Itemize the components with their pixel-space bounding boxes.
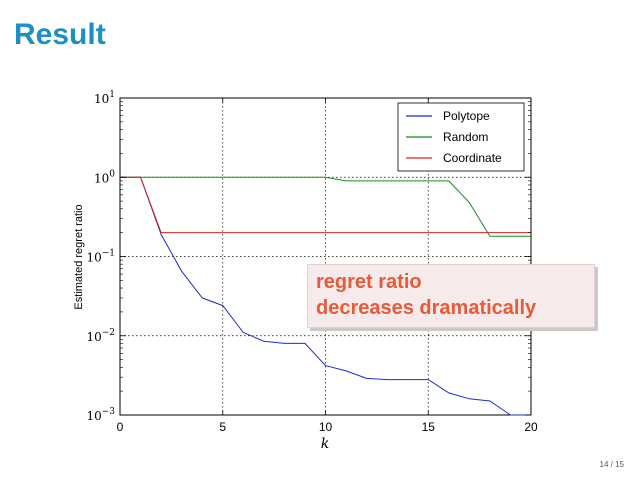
series-line-random [120, 176, 531, 237]
callout-line-2: decreases dramatically [316, 297, 537, 319]
chart-legend: Polytope Random Coordinate [397, 102, 525, 172]
callout-box: regret ratio decreases dramatically [307, 264, 595, 328]
series-line-coordinate [120, 176, 531, 234]
axis-ticks: 0 5 10 15 20 10−3 10−2 10−1 100 101 [86, 90, 538, 434]
legend-label-coordinate: Coordinate [443, 151, 502, 165]
x-tick-label: 5 [219, 420, 226, 434]
x-tick-label: 0 [117, 420, 124, 434]
x-axis-label: k [321, 436, 329, 452]
y-axis-label: Estimated regret ratio [73, 204, 85, 309]
slide-title: Result [14, 18, 106, 51]
page-number: 14 / 15 [599, 460, 624, 469]
legend-label-random: Random [443, 130, 488, 144]
callout-line-1: regret ratio [316, 271, 422, 293]
legend-label-polytope: Polytope [443, 109, 490, 123]
y-tick-label: 10−3 [86, 407, 115, 423]
series-line-polytope [120, 176, 531, 416]
y-tick-label: 100 [94, 169, 115, 185]
x-tick-label: 15 [422, 420, 436, 434]
y-tick-label: 10−2 [86, 328, 115, 344]
series-lines [120, 176, 531, 416]
y-tick-label: 10−1 [86, 249, 115, 265]
y-tick-label: 101 [94, 90, 115, 106]
x-tick-label: 10 [319, 420, 333, 434]
x-tick-label: 20 [524, 420, 538, 434]
